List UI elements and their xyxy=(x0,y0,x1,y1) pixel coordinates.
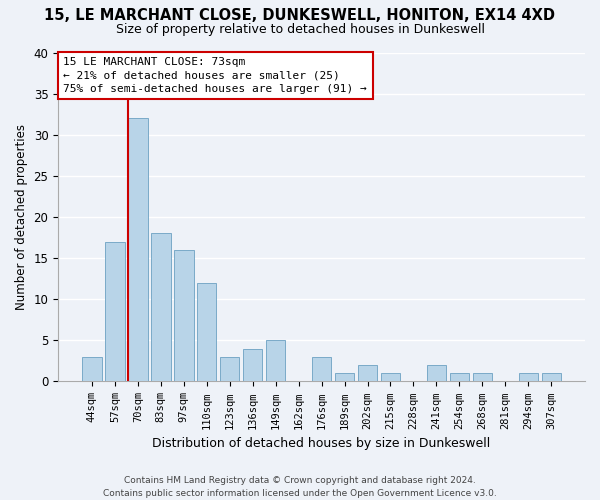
Bar xyxy=(449,373,469,382)
X-axis label: Distribution of detached houses by size in Dunkeswell: Distribution of detached houses by size … xyxy=(152,437,491,450)
Bar xyxy=(220,357,239,382)
Bar xyxy=(542,373,561,382)
Bar xyxy=(82,357,101,382)
Bar xyxy=(358,365,377,382)
Bar xyxy=(312,357,331,382)
Bar xyxy=(128,118,148,382)
Bar xyxy=(197,283,217,382)
Bar xyxy=(427,365,446,382)
Text: 15 LE MARCHANT CLOSE: 73sqm
← 21% of detached houses are smaller (25)
75% of sem: 15 LE MARCHANT CLOSE: 73sqm ← 21% of det… xyxy=(64,58,367,94)
Bar xyxy=(151,234,170,382)
Bar xyxy=(105,242,125,382)
Text: Contains HM Land Registry data © Crown copyright and database right 2024.
Contai: Contains HM Land Registry data © Crown c… xyxy=(103,476,497,498)
Bar xyxy=(335,373,355,382)
Bar xyxy=(174,250,194,382)
Bar xyxy=(473,373,492,382)
Bar xyxy=(518,373,538,382)
Bar xyxy=(266,340,286,382)
Text: 15, LE MARCHANT CLOSE, DUNKESWELL, HONITON, EX14 4XD: 15, LE MARCHANT CLOSE, DUNKESWELL, HONIT… xyxy=(44,8,556,22)
Bar xyxy=(243,348,262,382)
Bar xyxy=(381,373,400,382)
Y-axis label: Number of detached properties: Number of detached properties xyxy=(15,124,28,310)
Text: Size of property relative to detached houses in Dunkeswell: Size of property relative to detached ho… xyxy=(115,22,485,36)
